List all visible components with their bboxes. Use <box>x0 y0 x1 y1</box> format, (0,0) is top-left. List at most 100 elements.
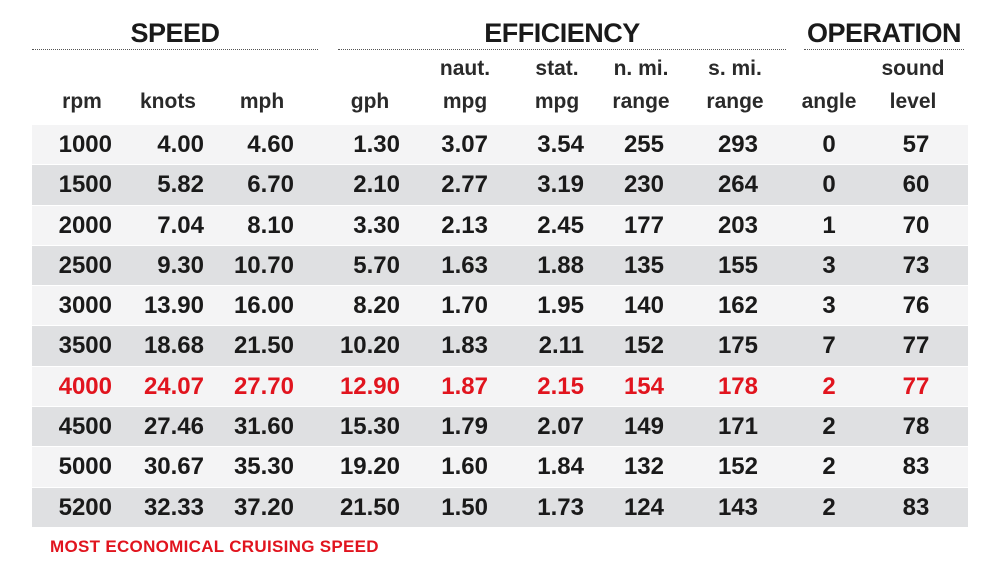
cell-stat-mpg: 1.84 <box>537 453 584 481</box>
cell-mph: 27.70 <box>233 372 294 400</box>
cell-smi-range: 175 <box>717 332 758 360</box>
cell-rpm: 1500 <box>58 171 112 199</box>
header-stat-top: stat. <box>535 57 579 80</box>
cell-knots: 5.82 <box>157 171 204 199</box>
cell-knots: 9.30 <box>157 251 204 279</box>
cell-sound: 83 <box>902 493 930 521</box>
cell-mph: 31.60 <box>233 413 294 441</box>
cell-gph: 5.70 <box>353 251 400 279</box>
cell-smi-range: 203 <box>717 211 758 239</box>
cell-smi-range: 171 <box>717 413 758 441</box>
cell-knots: 18.68 <box>143 332 204 360</box>
cell-naut-mpg: 1.70 <box>441 292 488 320</box>
header-naut-bottom: mpg <box>442 90 488 113</box>
group-rule-speed <box>32 49 318 50</box>
footnote-economical-speed: MOST ECONOMICAL CRUISING SPEED <box>50 537 379 556</box>
header-rpm: rpm <box>62 90 102 113</box>
cell-angle: 0 <box>822 171 836 199</box>
cell-angle: 2 <box>822 372 836 400</box>
cell-rpm: 5200 <box>58 493 112 521</box>
cell-stat-mpg: 3.54 <box>537 131 584 158</box>
cell-smi-range: 264 <box>717 171 758 199</box>
cell-angle: 7 <box>822 332 836 360</box>
cell-angle: 1 <box>822 211 836 239</box>
cell-knots: 27.46 <box>143 413 204 441</box>
cell-sound: 57 <box>902 131 930 158</box>
cell-stat-mpg: 2.07 <box>537 413 584 441</box>
group-rule-efficiency <box>338 49 786 50</box>
cell-naut-mpg: 3.07 <box>441 131 488 158</box>
cell-nmi-range: 152 <box>623 332 664 360</box>
cell-naut-mpg: 1.83 <box>441 332 488 360</box>
cell-rpm: 4500 <box>58 413 112 441</box>
table-row: 1500 5.82 6.70 2.10 2.77 3.19 230 264 0 60 <box>32 165 968 206</box>
cell-naut-mpg: 1.60 <box>441 453 488 481</box>
cell-mph: 16.00 <box>233 292 294 320</box>
cell-mph: 4.60 <box>247 131 294 158</box>
cell-sound: 76 <box>902 292 930 320</box>
table-row: 3000 13.90 16.00 8.20 1.70 1.95 140 162 3 76 <box>32 286 968 327</box>
header-mph: mph <box>239 90 285 113</box>
cell-gph: 19.20 <box>339 453 400 481</box>
cell-sound: 73 <box>902 251 930 279</box>
cell-naut-mpg: 1.63 <box>441 251 488 279</box>
cell-nmi-range: 149 <box>623 413 664 441</box>
cell-nmi-range: 154 <box>623 372 664 400</box>
cell-smi-range: 178 <box>717 372 758 400</box>
cell-angle: 3 <box>822 292 836 320</box>
cell-gph: 21.50 <box>339 493 400 521</box>
cell-knots: 4.00 <box>157 131 204 158</box>
cell-sound: 78 <box>902 413 930 441</box>
cell-nmi-range: 255 <box>623 131 664 158</box>
cell-nmi-range: 135 <box>623 251 664 279</box>
table-row: 3500 18.68 21.50 10.20 1.83 2.11 152 175 7 77 <box>32 326 968 367</box>
cell-rpm: 3500 <box>58 332 112 360</box>
cell-angle: 2 <box>822 453 836 481</box>
cell-stat-mpg: 1.73 <box>537 493 584 521</box>
cell-smi-range: 155 <box>717 251 758 279</box>
cell-mph: 8.10 <box>247 211 294 239</box>
cell-mph: 21.50 <box>233 332 294 360</box>
cell-naut-mpg: 1.79 <box>441 413 488 441</box>
group-title-speed: SPEED <box>130 18 220 48</box>
cell-knots: 30.67 <box>143 453 204 481</box>
cell-stat-mpg: 3.19 <box>537 171 584 199</box>
cell-rpm: 2500 <box>58 251 112 279</box>
group-title-efficiency: EFFICIENCY <box>484 18 640 48</box>
cell-rpm: 1000 <box>58 131 112 158</box>
cell-stat-mpg: 2.45 <box>537 211 584 239</box>
cell-naut-mpg: 1.50 <box>441 493 488 521</box>
table-row: 5200 32.33 37.20 21.50 1.50 1.73 124 143 2 83 <box>32 487 968 528</box>
cell-rpm: 4000 <box>58 372 112 400</box>
cell-rpm: 5000 <box>58 453 112 481</box>
cell-sound: 60 <box>902 171 930 199</box>
table-row: 2500 9.30 10.70 5.70 1.63 1.88 135 155 3 73 <box>32 245 968 287</box>
cell-smi-range: 293 <box>717 131 758 158</box>
cell-knots: 13.90 <box>143 292 204 320</box>
cell-nmi-range: 230 <box>623 171 664 199</box>
cell-rpm: 3000 <box>58 292 112 320</box>
header-nmi-top: n. mi. <box>613 57 669 80</box>
cell-gph: 12.90 <box>339 372 400 400</box>
table-row: 4500 27.46 31.60 15.30 1.79 2.07 149 171 2 78 <box>32 407 968 448</box>
cell-knots: 7.04 <box>157 211 204 239</box>
group-rule-operation <box>804 49 964 50</box>
cell-smi-range: 162 <box>717 292 758 320</box>
table-row: 2000 7.04 8.10 3.30 2.13 2.45 177 203 1 70 <box>32 205 968 246</box>
cell-stat-mpg: 2.11 <box>538 332 584 360</box>
cell-sound: 70 <box>902 211 930 239</box>
cell-sound: 77 <box>902 372 930 400</box>
cell-rpm: 2000 <box>58 211 112 239</box>
header-stat-bottom: mpg <box>534 90 580 113</box>
header-sound-top: sound <box>881 57 945 80</box>
cell-gph: 15.30 <box>339 413 400 441</box>
cell-angle: 2 <box>822 493 836 521</box>
cell-mph: 6.70 <box>247 171 294 199</box>
performance-table: 1000 4.00 4.60 1.30 3.07 3.54 255 293 0 57 1500 5.… <box>32 125 968 528</box>
group-title-operation: OPERATION <box>806 18 962 48</box>
cell-nmi-range: 177 <box>623 211 664 239</box>
header-knots: knots <box>139 90 196 113</box>
cell-smi-range: 143 <box>717 493 758 521</box>
cell-angle: 0 <box>822 131 836 158</box>
cell-knots: 32.33 <box>143 493 204 521</box>
